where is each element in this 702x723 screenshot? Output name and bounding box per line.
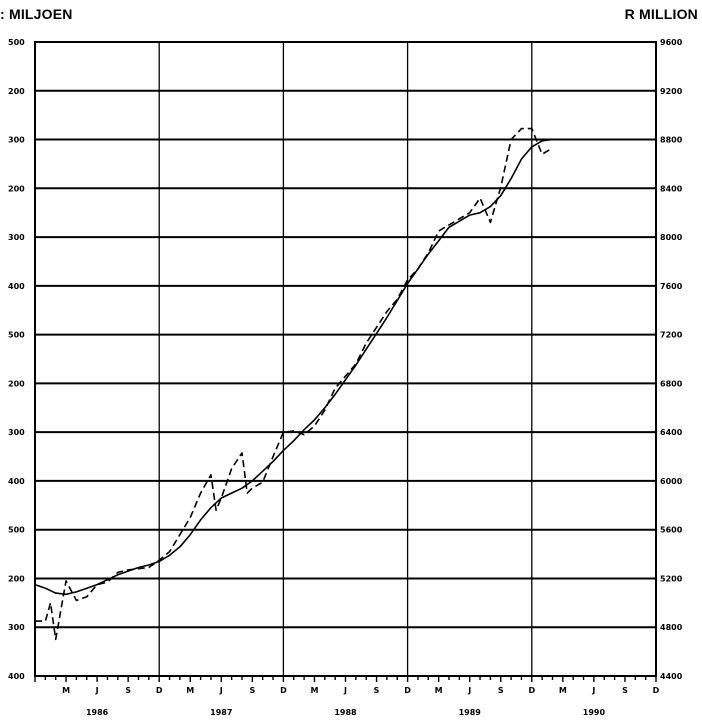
- left-tick-label: 200: [8, 87, 25, 96]
- left-tick-label: 200: [8, 379, 25, 388]
- left-tick-label: 500: [8, 331, 25, 340]
- month-label: S: [622, 686, 628, 695]
- right-tick-label: 8800: [660, 136, 683, 145]
- right-tick-label: 4400: [660, 672, 683, 681]
- series-group: [34, 127, 553, 641]
- right-tick-label: 8000: [660, 233, 683, 242]
- right-tick-label: 5200: [660, 574, 683, 583]
- month-label: S: [249, 686, 255, 695]
- left-tick-label: 400: [8, 672, 25, 681]
- left-tick-label: 400: [8, 282, 25, 291]
- left-y-axis: 400 300 200 500 400 300 200 500 400 300 200 300 200 5…: [8, 38, 25, 681]
- year-label: 1988: [334, 708, 357, 717]
- left-tick-label: 300: [8, 428, 25, 437]
- right-tick-label: 8400: [660, 184, 683, 193]
- right-axis-unit: R MILLION: [624, 6, 698, 22]
- right-tick-label: 5600: [660, 526, 683, 535]
- right-tick-label: 6800: [660, 379, 683, 388]
- month-label: S: [374, 686, 380, 695]
- month-label: D: [280, 686, 287, 695]
- left-tick-label: 300: [8, 623, 25, 632]
- month-label: M: [62, 686, 70, 695]
- right-tick-label: 6000: [660, 477, 683, 486]
- right-tick-label: 9200: [660, 87, 683, 96]
- right-tick-label: 9600: [660, 38, 683, 47]
- year-label: 1990: [583, 708, 606, 717]
- left-axis-unit: : MILJOEN: [0, 6, 73, 22]
- year-label: 1986: [86, 708, 109, 717]
- left-tick-label: 400: [8, 477, 25, 486]
- right-tick-label: 4800: [660, 623, 683, 632]
- month-label: J: [219, 686, 223, 695]
- month-label: M: [435, 686, 443, 695]
- month-label: J: [343, 686, 347, 695]
- month-label: D: [528, 686, 535, 695]
- series-line-dashed: [35, 127, 553, 641]
- month-label: M: [559, 686, 567, 695]
- month-label: J: [591, 686, 595, 695]
- gridlines: [35, 42, 656, 676]
- left-tick-label: 500: [8, 38, 25, 47]
- plot-frame: [34, 41, 657, 677]
- left-tick-label: 300: [8, 136, 25, 145]
- left-tick-label: 300: [8, 233, 25, 242]
- year-label: 1989: [459, 708, 482, 717]
- right-tick-label: 7200: [660, 331, 683, 340]
- month-label: S: [498, 686, 504, 695]
- left-tick-label: 500: [8, 526, 25, 535]
- series-line-solid: [34, 138, 553, 596]
- left-tick-label: 200: [8, 574, 25, 583]
- month-label: D: [156, 686, 163, 695]
- month-label: J: [95, 686, 99, 695]
- month-label: J: [467, 686, 471, 695]
- month-label: S: [125, 686, 131, 695]
- x-axis: M J S D M J S D M J S D M J S D M J S D 1986 1987 1988 1989 1990: [34, 676, 660, 717]
- left-tick-label: 200: [8, 184, 25, 193]
- month-label: M: [186, 686, 194, 695]
- month-label: D: [653, 686, 660, 695]
- year-label: 1987: [210, 708, 232, 717]
- month-label: M: [310, 686, 318, 695]
- month-label: D: [404, 686, 411, 695]
- right-y-axis: 4400 4800 5200 5600 6000 6400 6800 7200 7600 8000…: [660, 38, 683, 681]
- right-tick-label: 7600: [660, 282, 683, 291]
- right-tick-label: 6400: [660, 428, 683, 437]
